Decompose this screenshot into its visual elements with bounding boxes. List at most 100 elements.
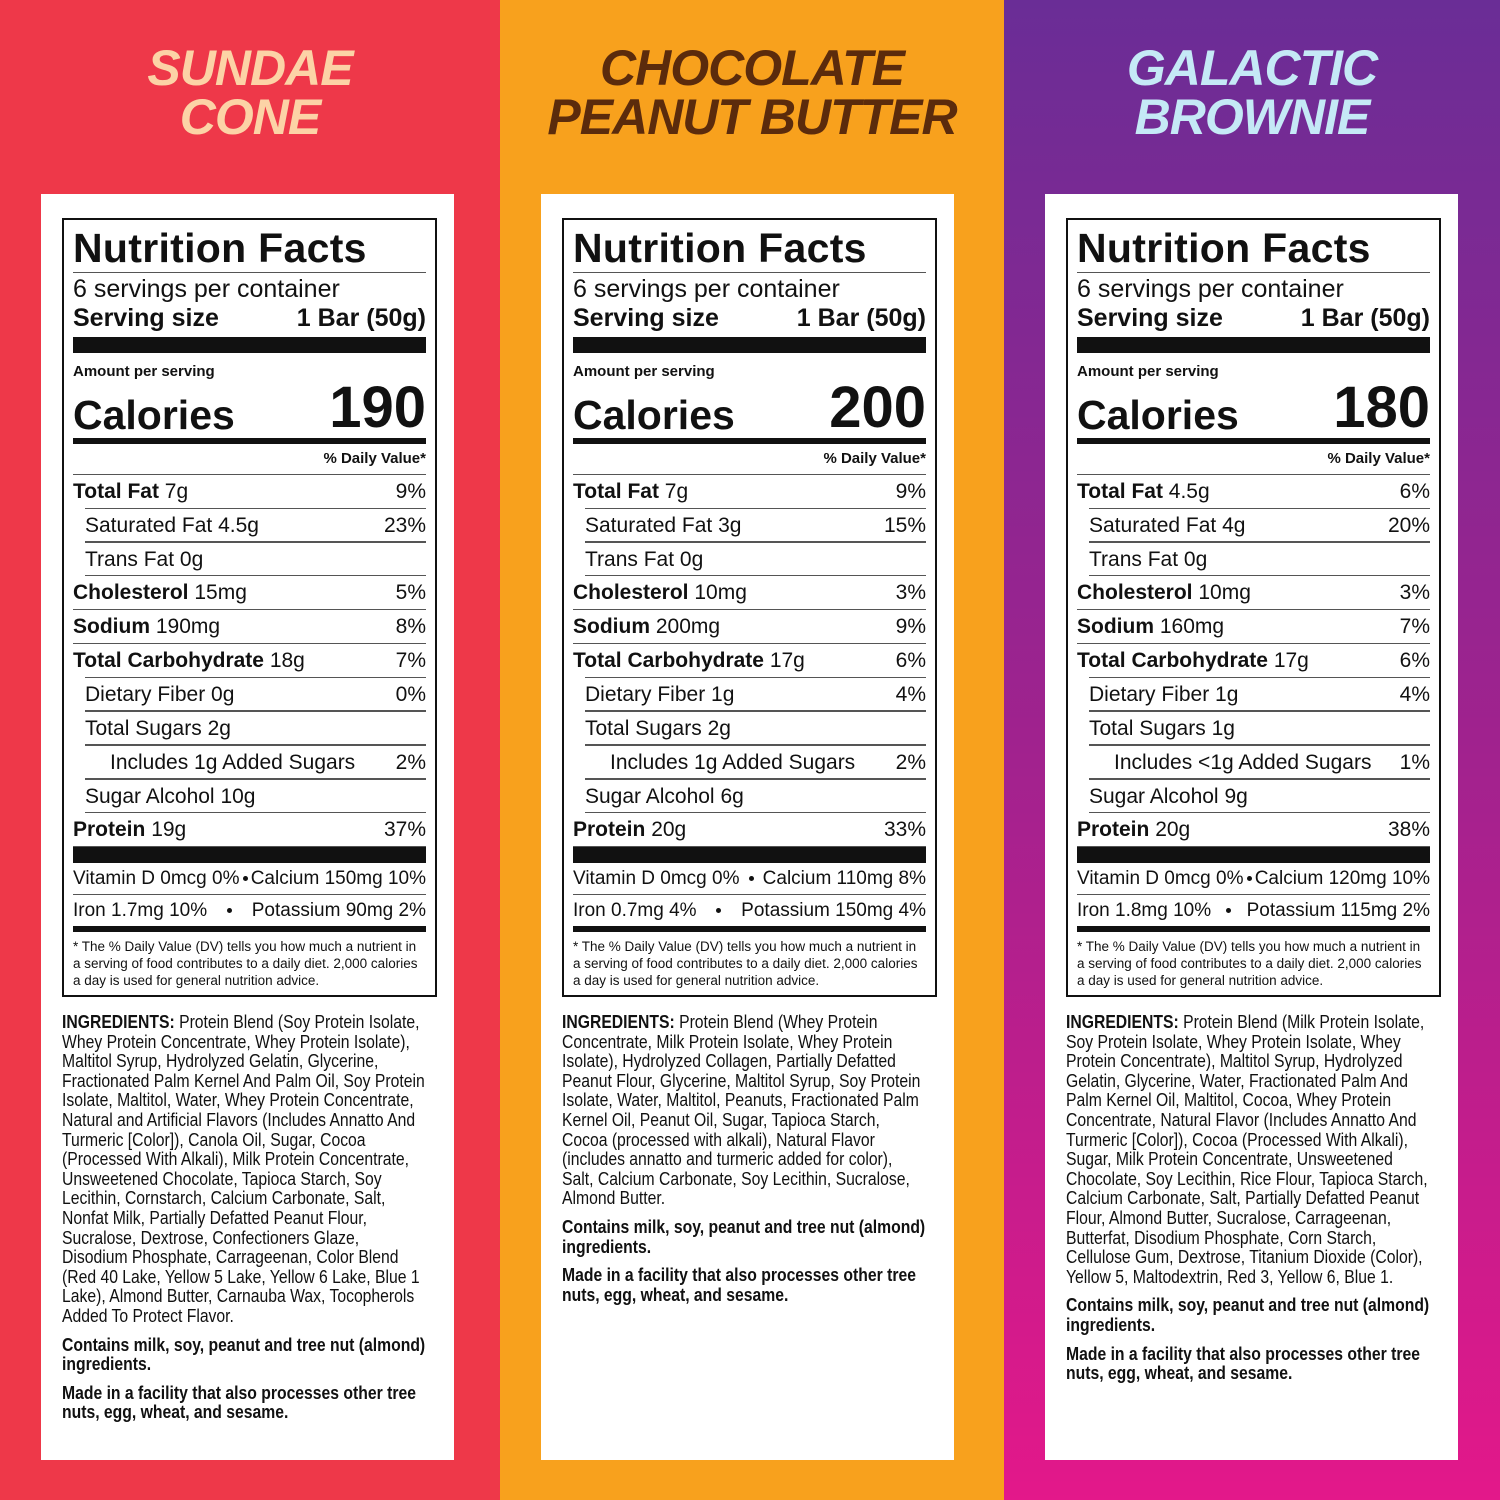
nutrient-row: Sugar Alcohol 9g <box>1089 779 1430 813</box>
nutrient: Saturated Fat 4g <box>1089 509 1245 541</box>
nutrient-row: Protein 20g 33% <box>573 813 926 847</box>
serving-size: Serving size 1 Bar (50g) <box>573 303 926 333</box>
nutrient-amount: 0g <box>211 683 235 706</box>
divider <box>573 926 926 932</box>
nutrient-row: Sodium 190mg 8% <box>73 610 426 644</box>
separator <box>1226 908 1232 913</box>
title-line: BROWNIE <box>1134 89 1371 145</box>
servings: 6 servings per container <box>73 275 340 303</box>
nutrient-row: Sugar Alcohol 6g <box>585 779 926 813</box>
separator <box>1246 876 1252 881</box>
nutrient: Total Sugars 2g <box>585 712 731 744</box>
nutrient-name: Trans Fat <box>85 548 175 571</box>
serving-size: Serving size 1 Bar (50g) <box>1077 303 1430 333</box>
nutrient-amount: 20g <box>1155 818 1191 841</box>
calories-label: Calories <box>1077 392 1239 438</box>
title-line: GALACTIC <box>1126 40 1378 96</box>
vitamin: Calcium 150mg 10% <box>250 867 426 889</box>
nutrient: Protein 20g <box>1077 813 1190 846</box>
card: Nutrition Facts 6 servings per container S… <box>41 194 454 1460</box>
nutrient-name: Sodium <box>573 615 650 638</box>
nutrient-amount: 0g <box>679 548 704 571</box>
divider <box>1077 847 1430 863</box>
daily-value: 8% <box>395 615 426 638</box>
divider <box>1077 337 1430 353</box>
vitamin: Vitamin D 0mcg 0% <box>73 867 240 889</box>
vitamin: Potassium 115mg 2% <box>1246 899 1430 921</box>
divider <box>1077 438 1430 444</box>
nutrient: Cholesterol 15mg <box>73 576 247 609</box>
nutrient-name: Total Fat <box>573 480 659 503</box>
serving-size-value: 1 Bar (50g) <box>1300 304 1430 332</box>
ingredients-text: Protein Blend (Soy Protein Isolate, Whey… <box>62 1011 425 1326</box>
nutrient-row: Includes 1g Added Sugars 2% <box>85 745 426 779</box>
dv-header: % Daily Value* <box>73 444 426 475</box>
ingredients-label: INGREDIENTS: <box>1066 1011 1179 1032</box>
nutrient: Protein 20g <box>573 813 686 846</box>
serving-size-value: 1 Bar (50g) <box>296 304 426 332</box>
daily-value: 6% <box>1399 649 1430 672</box>
nutrient: Trans Fat 0g <box>85 543 203 575</box>
nutrient-row: Cholesterol 10mg 3% <box>573 576 926 610</box>
divider <box>573 337 926 353</box>
nutrient-row: Total Carbohydrate 18g 7% <box>73 644 426 677</box>
daily-value: 9% <box>895 480 926 503</box>
nutrient-name: Includes 1g Added Sugars <box>610 751 856 774</box>
daily-value: 37% <box>383 818 426 841</box>
nutrient: Sugar Alcohol 6g <box>585 780 744 812</box>
vitamin: Calcium 120mg 10% <box>1254 867 1430 889</box>
nutrient-name: Saturated Fat <box>85 514 213 537</box>
vitamin: Calcium 110mg 8% <box>762 867 926 889</box>
nutrient: Sugar Alcohol 9g <box>1089 780 1248 812</box>
daily-value: 6% <box>895 649 926 672</box>
facility-note: Made in a facility that also processes o… <box>1066 1342 1420 1384</box>
vitamin-line: Vitamin D 0mcg 0% Calcium 120mg 10% <box>1077 863 1430 894</box>
nutrient: Saturated Fat 4.5g <box>85 509 259 541</box>
serving-size-label: Serving size <box>573 304 719 332</box>
nutrient-amount: 4.5g <box>218 514 259 537</box>
daily-value: 38% <box>1387 818 1430 841</box>
vitamin: Iron 1.8mg 10% <box>1077 899 1212 921</box>
nutrient: Total Sugars 1g <box>1089 712 1235 744</box>
divider <box>73 438 426 444</box>
vitamin-line: Vitamin D 0mcg 0% Calcium 150mg 10% <box>73 863 426 894</box>
nutrient: Trans Fat 0g <box>1089 543 1207 575</box>
facility-note: Made in a facility that also processes o… <box>562 1264 916 1305</box>
card: Nutrition Facts 6 servings per container S… <box>541 194 954 1460</box>
nutrient-row: Total Sugars 2g <box>85 711 426 745</box>
vitamin: Iron 0.7mg 4% <box>573 899 697 921</box>
nutrient-row: Total Fat 7g 9% <box>573 475 926 508</box>
nutrient-name: Total Fat <box>1077 480 1163 503</box>
nutrient-name: Cholesterol <box>573 581 689 604</box>
heading: Nutrition Facts <box>573 224 926 273</box>
vitamin: Iron 1.7mg 10% <box>73 899 208 921</box>
nutrient-name: Total Carbohydrate <box>73 649 264 672</box>
nutrient: Total Carbohydrate 17g <box>1077 644 1309 677</box>
nutrient-row: Dietary Fiber 0g 0% <box>85 677 426 711</box>
nutrient-amount: 19g <box>151 818 187 841</box>
divider <box>73 847 426 863</box>
daily-value: 7% <box>395 649 426 672</box>
nutrient-amount: 17g <box>769 649 805 672</box>
nutrient-row: Includes <1g Added Sugars 1% <box>1089 745 1430 779</box>
panel: CHOCOLATE PEANUT BUTTER Nutrition Facts 6 s… <box>500 0 1004 1500</box>
nutrient-amount: 2g <box>707 717 731 740</box>
nutrient-row: Trans Fat 0g <box>585 542 926 576</box>
nutrient: Dietary Fiber 1g <box>1089 678 1238 710</box>
vitamin-line: Vitamin D 0mcg 0% Calcium 110mg 8% <box>573 863 926 894</box>
nutrient: Total Fat 7g <box>573 475 688 508</box>
vitamin: Potassium 90mg 2% <box>251 899 426 921</box>
servings: 6 servings per container <box>573 275 840 303</box>
serving-size-label: Serving size <box>73 304 219 332</box>
ingredients-paragraph: INGREDIENTS: Protein Blend (Whey Protein… <box>562 1012 928 1208</box>
nutrient-name: Cholesterol <box>1077 581 1193 604</box>
nutrient-amount: 1g <box>1211 717 1235 740</box>
nutrient-row: Total Carbohydrate 17g 6% <box>573 644 926 677</box>
ingredients-paragraph: INGREDIENTS: Protein Blend (Soy Protein … <box>62 1012 428 1326</box>
daily-value: 0% <box>395 683 426 706</box>
nutrient-row: Sodium 160mg 7% <box>1077 610 1430 644</box>
panel-title: CHOCOLATE PEANUT BUTTER <box>500 43 1004 142</box>
nutrition-label: Nutrition Facts 6 servings per container S… <box>562 218 937 997</box>
nutrient: Dietary Fiber 1g <box>585 678 734 710</box>
servings: 6 servings per container <box>1077 275 1344 303</box>
